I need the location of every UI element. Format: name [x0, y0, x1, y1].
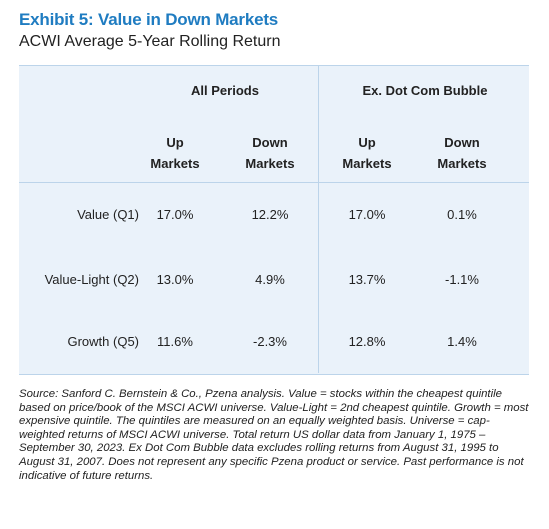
- table-cell: 17.0%: [156, 207, 194, 222]
- group-header-all-periods: All Periods: [191, 83, 259, 98]
- row-label-value-light-q2: Value-Light (Q2): [44, 272, 139, 287]
- exhibit-title: Exhibit 5: Value in Down Markets: [19, 10, 279, 29]
- row-label-value-q1: Value (Q1): [77, 207, 139, 222]
- returns-table: [19, 65, 529, 375]
- column-header-line: Markets: [342, 156, 392, 171]
- table-cell: 17.0%: [348, 207, 386, 222]
- column-header-all-down: Down Markets: [230, 132, 310, 174]
- column-header-line: Up: [358, 135, 376, 150]
- table-cell: 4.9%: [255, 272, 285, 287]
- column-header-line: Down: [252, 135, 288, 150]
- column-header-line: Markets: [150, 156, 200, 171]
- table-cell: 12.2%: [251, 207, 289, 222]
- table-cell: -1.1%: [445, 272, 479, 287]
- row-label-growth-q5: Growth (Q5): [67, 334, 139, 349]
- column-header-all-up: Up Markets: [135, 132, 215, 174]
- table-cell: 0.1%: [447, 207, 477, 222]
- table-cell: 11.6%: [157, 334, 193, 349]
- column-header-line: Up: [166, 135, 184, 150]
- column-header-ex-up: Up Markets: [327, 132, 407, 174]
- source-footnote: Source: Sanford C. Bernstein & Co., Pzen…: [19, 388, 529, 482]
- table-cell: 12.8%: [348, 334, 386, 349]
- column-header-line: Markets: [437, 156, 487, 171]
- group-divider: [318, 65, 319, 373]
- column-header-line: Down: [444, 135, 480, 150]
- table-cell: 1.4%: [447, 334, 477, 349]
- exhibit-subtitle: ACWI Average 5-Year Rolling Return: [19, 33, 281, 50]
- header-divider: [19, 182, 529, 183]
- group-header-ex-dot-com: Ex. Dot Com Bubble: [362, 83, 488, 98]
- column-header-line: Markets: [245, 156, 295, 171]
- table-cell: 13.0%: [156, 272, 194, 287]
- table-cell: -2.3%: [253, 334, 287, 349]
- table-cell: 13.7%: [348, 272, 386, 287]
- column-header-ex-down: Down Markets: [422, 132, 502, 174]
